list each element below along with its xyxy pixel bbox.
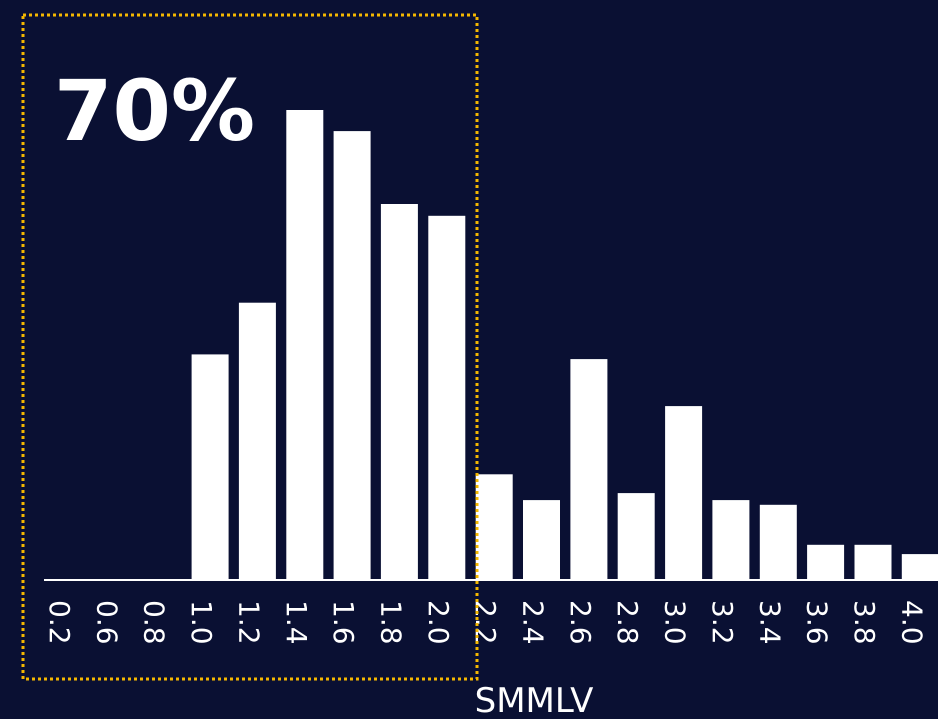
x-tick-label-1.4: 1.4 — [280, 600, 313, 645]
bar-3.2 — [712, 500, 750, 580]
highlight-box — [21, 13, 479, 681]
x-tick-label-2.0: 2.0 — [422, 600, 455, 645]
bar-2.4 — [523, 500, 560, 580]
bar-2.0 — [428, 215, 466, 581]
x-tick-label-2.6: 2.6 — [564, 600, 597, 645]
x-tick-label-2.2: 2.2 — [469, 600, 502, 645]
bar-1.2 — [238, 302, 276, 580]
bar-2.8 — [617, 493, 655, 581]
x-tick-label-2.8: 2.8 — [611, 600, 644, 645]
x-tick-label-0.8: 0.8 — [138, 600, 171, 645]
bar-3.0 — [665, 406, 703, 580]
x-tick-label-4.0: 4.0 — [895, 600, 928, 645]
x-tick-label-3.0: 3.0 — [659, 600, 692, 645]
x-tick-label-3.6: 3.6 — [801, 600, 834, 645]
x-tick-label-1.6: 1.6 — [327, 600, 360, 645]
x-tick-label-0.6: 0.6 — [90, 600, 123, 645]
bar-1.6 — [333, 131, 371, 580]
x-tick-label-0.2: 0.2 — [43, 600, 76, 645]
bar-1.8 — [380, 204, 418, 580]
x-tick-label-3.8: 3.8 — [848, 600, 881, 645]
bar-1.4 — [286, 110, 324, 580]
x-tick-label-3.2: 3.2 — [706, 600, 739, 645]
bar-4.0 — [901, 554, 938, 580]
highlight-percent-label: 70% — [54, 62, 255, 160]
bar-3.8 — [854, 544, 892, 581]
bar-3.4 — [759, 504, 797, 580]
x-axis-title: SMMLV — [475, 681, 594, 719]
bar-2.2 — [475, 474, 513, 581]
x-tick-label-1.0: 1.0 — [185, 600, 218, 645]
bar-3.6 — [807, 544, 845, 581]
x-tick-label-2.4: 2.4 — [517, 600, 550, 645]
bars-group — [191, 110, 938, 581]
x-tick-label-1.8: 1.8 — [374, 600, 407, 645]
x-tick-label-1.2: 1.2 — [232, 600, 265, 645]
x-tick-label-3.4: 3.4 — [753, 600, 786, 645]
bar-2.6 — [570, 359, 608, 580]
bar-1.0 — [191, 354, 229, 580]
x-tick-labels: 0.2 0.6 0.8 1.0 1.2 1.4 1.6 1.8 2.0 2.2 2.4 2.6 2.8 3… — [43, 600, 928, 645]
